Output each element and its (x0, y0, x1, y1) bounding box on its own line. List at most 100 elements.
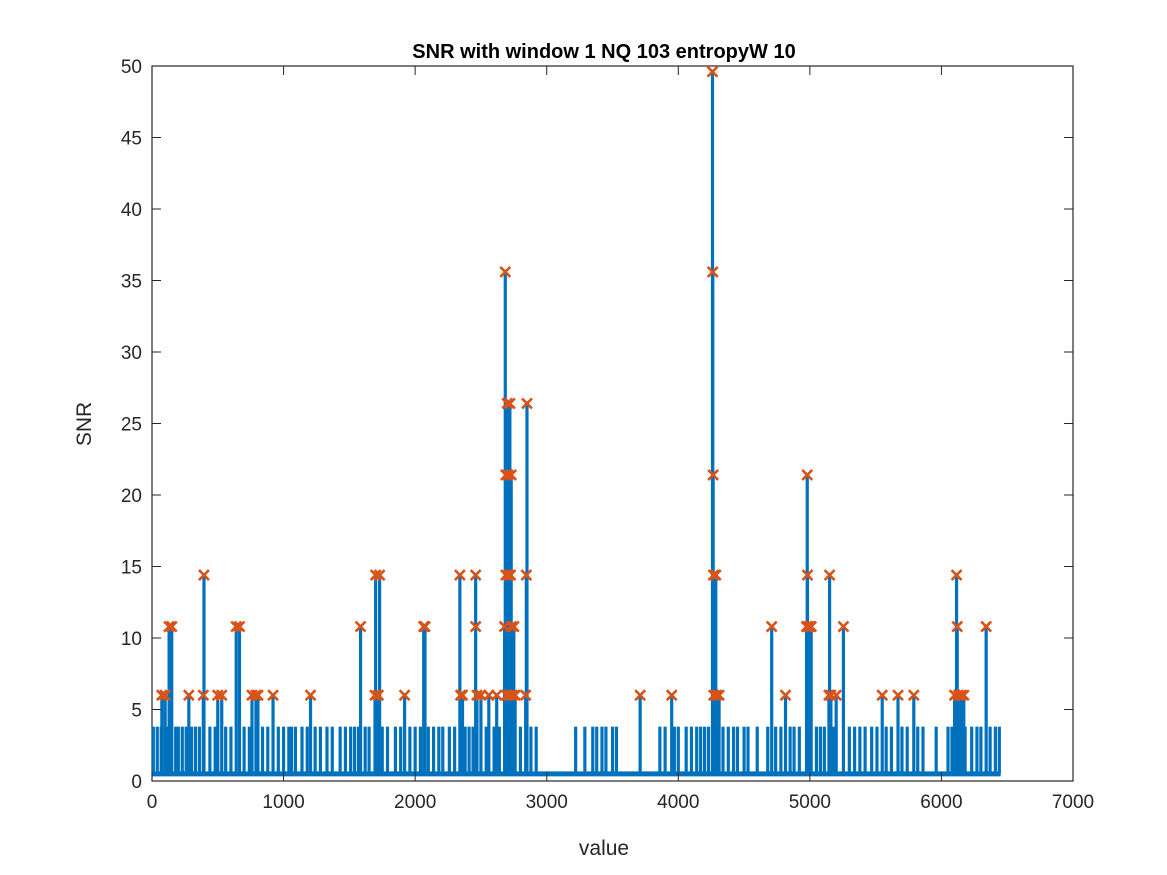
peak-marker (665, 689, 678, 702)
y-tick-label: 5 (131, 701, 142, 722)
peak-marker-stroke-b (706, 266, 719, 278)
peak-marker (801, 569, 814, 581)
x-tick-label: 5000 (789, 792, 831, 813)
peak-marker-stroke-b (454, 689, 467, 702)
peak-marker-stroke-b (876, 689, 889, 702)
peak-marker (163, 620, 176, 633)
peak-marker-stroke-b (955, 689, 968, 702)
snr-series-line (151, 71, 1001, 777)
peak-marker (456, 689, 469, 702)
peak-marker-stroke-b (304, 689, 317, 702)
peak-marker (713, 689, 725, 702)
peak-marker (471, 689, 483, 702)
peak-marker (707, 569, 720, 581)
peak-marker (507, 620, 520, 633)
peak-marker (707, 469, 720, 481)
peak-marker (182, 689, 195, 702)
peak-marker-stroke-b (710, 689, 723, 702)
peak-marker-stroke-b (501, 469, 514, 481)
peak-marker (250, 689, 262, 702)
peak-marker (369, 569, 382, 581)
peak-marker-stroke-b (469, 569, 482, 581)
peak-marker-stroke-b (805, 620, 818, 633)
peak-marker (823, 569, 836, 581)
axes-box (151, 65, 1074, 782)
peak-marker-stroke-b (211, 689, 224, 702)
x-tick-label: 3000 (526, 792, 568, 813)
peak-marker (304, 689, 317, 702)
peak-marker (876, 689, 889, 702)
peak-marker (198, 569, 210, 581)
peak-marker-stroke-b (951, 620, 964, 633)
peak-marker-stroke-b (233, 620, 246, 633)
peak-marker (957, 689, 970, 702)
peak-marker (710, 689, 723, 702)
peak-marker (398, 689, 411, 702)
peak-marker-stroke-b (490, 689, 503, 702)
peak-marker (830, 689, 843, 702)
peak-marker (155, 689, 168, 702)
peak-marker-stroke-b (372, 689, 385, 702)
peak-marker-stroke-b (506, 689, 519, 702)
peak-marker-stroke-b (369, 689, 381, 702)
peak-marker-stroke-b (165, 620, 178, 633)
peak-marker-stroke-b (907, 689, 920, 702)
peak-marker (765, 620, 778, 633)
peak-marker-stroke-b (182, 689, 195, 702)
peak-marker (951, 620, 964, 633)
peak-marker-stroke-b (980, 620, 993, 633)
peak-marker-stroke-b (509, 689, 522, 702)
peak-marker-stroke-b (801, 569, 814, 581)
peak-marker (211, 689, 224, 702)
peak-marker (709, 569, 722, 581)
peak-marker-stroke-b (230, 620, 243, 633)
peak-marker (419, 620, 431, 633)
x-axis-label: value (579, 837, 629, 860)
peak-marker (801, 620, 814, 633)
y-tick-label: 15 (121, 558, 142, 579)
x-tick-label: 2000 (394, 792, 436, 813)
peak-marker (892, 689, 904, 702)
peak-marker (503, 397, 516, 410)
y-tick-label: 35 (121, 272, 142, 293)
peak-marker-stroke-b (665, 689, 678, 702)
peak-marker-stroke-b (267, 689, 279, 702)
peak-marker-stroke-b (957, 689, 970, 702)
peak-marker-stroke-b (354, 620, 367, 633)
peak-marker-stroke-b (765, 620, 778, 633)
peak-marker-stroke-b (634, 689, 647, 702)
peak-marker-stroke-b (501, 397, 514, 410)
y-tick-label: 25 (121, 415, 142, 436)
peak-marker (233, 620, 246, 633)
peak-marker-stroke-b (198, 569, 210, 581)
peak-marker-stroke-b (709, 569, 722, 581)
peak-marker (502, 569, 515, 581)
peak-marker-stroke-b (892, 689, 904, 702)
peak-markers (155, 65, 993, 702)
peak-marker-stroke-b (505, 469, 518, 481)
axes-frame (151, 65, 1074, 782)
peak-marker (801, 469, 814, 481)
peak-marker (779, 689, 792, 702)
x-tick-label: 7000 (1052, 792, 1094, 813)
tick-layer: 0 1000 2000 3000 4000 5000 6000 7000 0 5 10 15 20 25 3… (121, 57, 1094, 813)
peak-marker (980, 620, 993, 633)
y-tick-label: 50 (121, 57, 142, 78)
peak-marker (159, 689, 172, 702)
peak-marker-stroke-b (801, 469, 814, 481)
peak-marker (501, 397, 514, 410)
peak-marker-stroke-b (519, 689, 532, 702)
peak-marker (499, 266, 512, 278)
peak-marker-stroke-b (398, 689, 411, 702)
peak-marker (520, 569, 533, 581)
peak-marker (955, 689, 968, 702)
peak-marker-stroke-b (507, 620, 520, 633)
y-tick-label: 30 (121, 343, 142, 364)
peak-marker-stroke-b (707, 569, 720, 581)
x-tick-label: 6000 (920, 792, 962, 813)
x-tick-label: 1000 (262, 792, 304, 813)
peak-marker-stroke-b (503, 397, 516, 410)
peak-marker-stroke-b (713, 689, 725, 702)
y-tick-label: 40 (121, 200, 142, 221)
